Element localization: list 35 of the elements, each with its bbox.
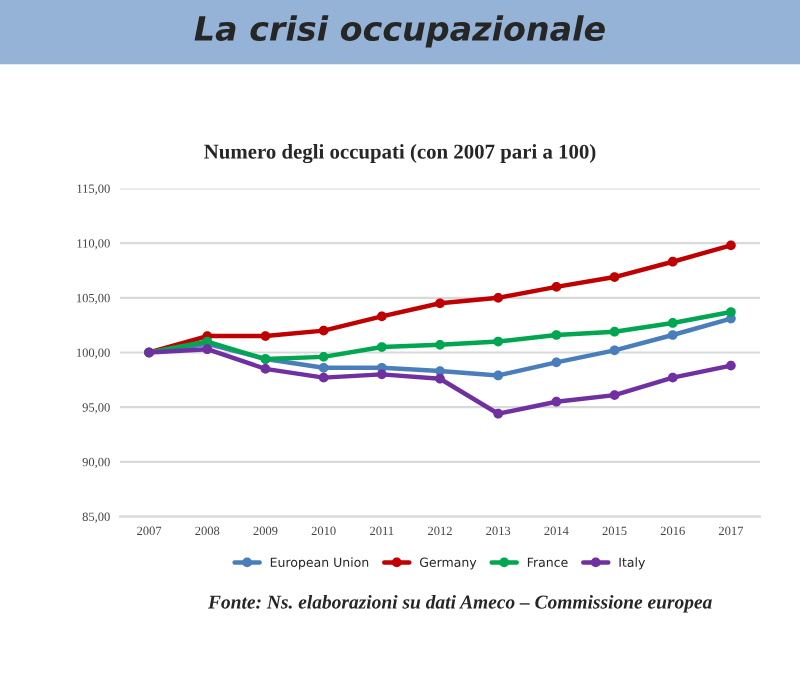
- point: [435, 298, 445, 309]
- point: [551, 330, 562, 340]
- point: [318, 325, 329, 336]
- point: [435, 339, 445, 350]
- point: [376, 342, 387, 352]
- point: [493, 336, 504, 347]
- point: [260, 331, 271, 341]
- chart-subtitle: Numero degli occupati (con 2007 pari a 100): [204, 144, 596, 164]
- point: [667, 330, 678, 340]
- point: [376, 369, 387, 380]
- point: [551, 282, 562, 292]
- point: [318, 372, 329, 383]
- point: [726, 360, 736, 371]
- point: [609, 272, 620, 282]
- point: [493, 408, 504, 419]
- chart-title: La crisi occupazionale: [194, 15, 605, 48]
- point: [260, 364, 271, 374]
- point: [609, 326, 620, 337]
- point: [551, 357, 562, 368]
- point: [435, 373, 445, 384]
- point: [726, 307, 736, 317]
- point: [667, 318, 678, 328]
- point: [493, 370, 504, 381]
- point: [318, 362, 329, 373]
- point: [318, 352, 329, 362]
- point: [376, 311, 387, 322]
- point: [493, 292, 504, 303]
- point: [609, 390, 620, 400]
- point: [667, 372, 678, 383]
- point: [667, 256, 678, 267]
- source-note: Fonte: Ns. elaborazioni su dati Ameco – Commissione europea: [207, 594, 712, 613]
- point: [726, 240, 736, 251]
- point: [609, 345, 620, 356]
- point: [202, 344, 213, 355]
- point: [551, 396, 562, 407]
